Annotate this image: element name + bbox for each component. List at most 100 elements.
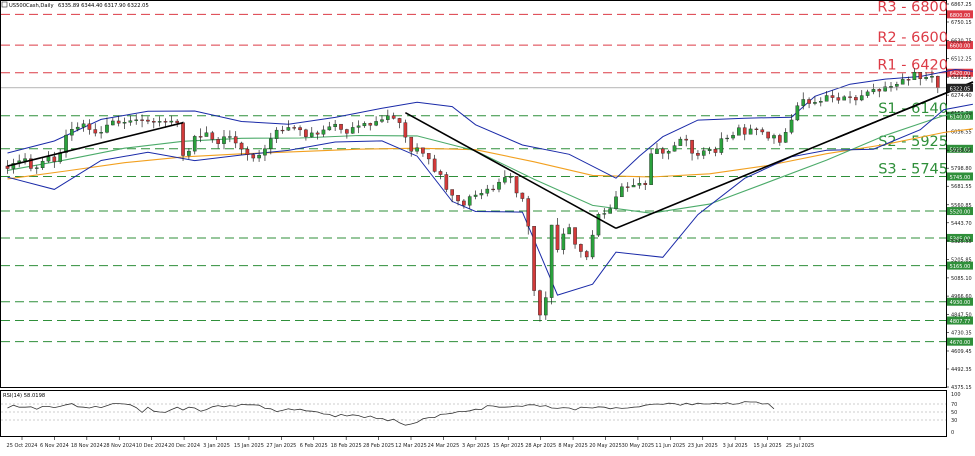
candle-body: [842, 96, 847, 101]
rsi-line: [7, 401, 775, 426]
price-tick-label: 4730.35: [951, 330, 972, 336]
candle-body: [485, 188, 490, 194]
candle-body: [23, 158, 27, 162]
candle-body: [848, 96, 852, 98]
price-tick-label: 5205.85: [951, 257, 972, 263]
trend-line: [7, 121, 184, 167]
x-tick-label: 10 Dec 2024: [136, 443, 168, 449]
x-tick-label: 15 Jul 2025: [753, 443, 781, 449]
level-tag: 4930.00: [950, 300, 971, 306]
candle-body: [859, 95, 864, 101]
level-tag: 5925.00: [950, 147, 971, 153]
candle-body: [666, 151, 671, 154]
candle-body: [233, 136, 238, 144]
level-label: S3 - 5745: [878, 161, 948, 177]
candle-body: [865, 91, 870, 96]
candle-body: [309, 132, 314, 137]
candle-body: [643, 183, 648, 185]
candle-body: [397, 118, 402, 123]
candle-body: [754, 128, 759, 130]
bollinger-upper-band: [7, 68, 973, 179]
price-tick-label: 4966.60: [951, 294, 972, 300]
rsi-tick-label: 70: [951, 402, 957, 408]
candle-body: [538, 290, 542, 316]
candle-body: [935, 75, 940, 88]
chart-menu-icon: [1, 1, 8, 8]
candle-body: [368, 123, 373, 126]
main-title: US500Cash,Daily: [9, 3, 54, 9]
level-label: S2 - 5925: [878, 134, 948, 150]
candle-body: [315, 132, 320, 135]
level-tag: 6600.00: [950, 44, 971, 50]
candle-body: [391, 115, 396, 119]
price-tick-label: 5681.55: [951, 184, 972, 190]
candle-body: [251, 154, 256, 159]
candle-body: [93, 129, 98, 134]
candle-body: [292, 127, 297, 129]
candle-body: [280, 129, 285, 132]
candle-body: [169, 120, 174, 123]
candle-body: [239, 142, 244, 150]
level-tag-box: [947, 10, 973, 19]
main-ohlc: 6335.89 6344.40 6317.90 6322.05: [58, 3, 149, 9]
candle-body: [222, 136, 226, 144]
candle-body: [532, 226, 536, 291]
candle-body: [854, 97, 858, 101]
candle-body: [590, 234, 595, 258]
candle-body: [421, 147, 425, 154]
x-tick-label: 28 Apr 2025: [525, 443, 556, 449]
candle-body: [614, 196, 618, 209]
candle-body: [345, 129, 349, 134]
candle-body: [883, 86, 887, 92]
candle-body: [789, 119, 794, 133]
price-tick-label: 6630.75: [951, 38, 972, 44]
bollinger-lower-band: [7, 103, 973, 296]
level-tag: 6420.00: [950, 71, 971, 77]
candle-body: [181, 122, 185, 156]
level-tag: 6140.00: [950, 114, 971, 120]
price-tick-label: 4609.45: [951, 349, 972, 355]
candle-body: [514, 176, 519, 194]
candle-body: [268, 138, 273, 149]
candle-body: [52, 156, 57, 162]
candle-body: [912, 72, 917, 81]
candle-body: [678, 138, 683, 146]
candle-body: [690, 139, 694, 154]
candle-body: [871, 89, 876, 93]
candle-body: [473, 194, 478, 197]
level-tag: 5345.00: [950, 236, 971, 242]
candle-body: [930, 75, 934, 78]
x-tick-label: 12 Mar 2025: [395, 443, 427, 449]
candle-body: [526, 198, 531, 227]
candle-body: [497, 181, 501, 190]
level-label: R2 - 6600: [877, 30, 948, 46]
candle-body: [701, 150, 706, 156]
candle-body: [257, 154, 261, 159]
candle-body: [830, 95, 835, 98]
candle-body: [918, 72, 923, 79]
level-tag-box: [947, 68, 973, 77]
candle-body: [426, 153, 431, 160]
candle-body: [163, 121, 168, 123]
x-tick-label: 23 Jun 2025: [688, 443, 718, 449]
rsi-tick-label: 0: [951, 430, 954, 436]
candle-body: [450, 189, 454, 196]
price-tick-label: 6750.15: [951, 20, 972, 26]
candle-body: [672, 145, 677, 152]
price-tick-label: 4375.15: [951, 385, 972, 391]
rsi-tick-label: 30: [951, 418, 957, 424]
candle-body: [479, 193, 484, 196]
candle-body: [415, 147, 419, 152]
candle-body: [584, 251, 589, 258]
rsi-tick-label: 100: [951, 392, 961, 398]
level-tag: 5165.00: [950, 264, 971, 270]
candle-body: [444, 174, 449, 190]
candle-body: [140, 119, 144, 121]
candle-body: [696, 153, 700, 156]
candle-body: [105, 124, 109, 133]
candle-body: [175, 120, 179, 123]
candle-body: [491, 188, 495, 191]
level-tag-box: [947, 144, 973, 153]
candle-body: [204, 132, 209, 137]
